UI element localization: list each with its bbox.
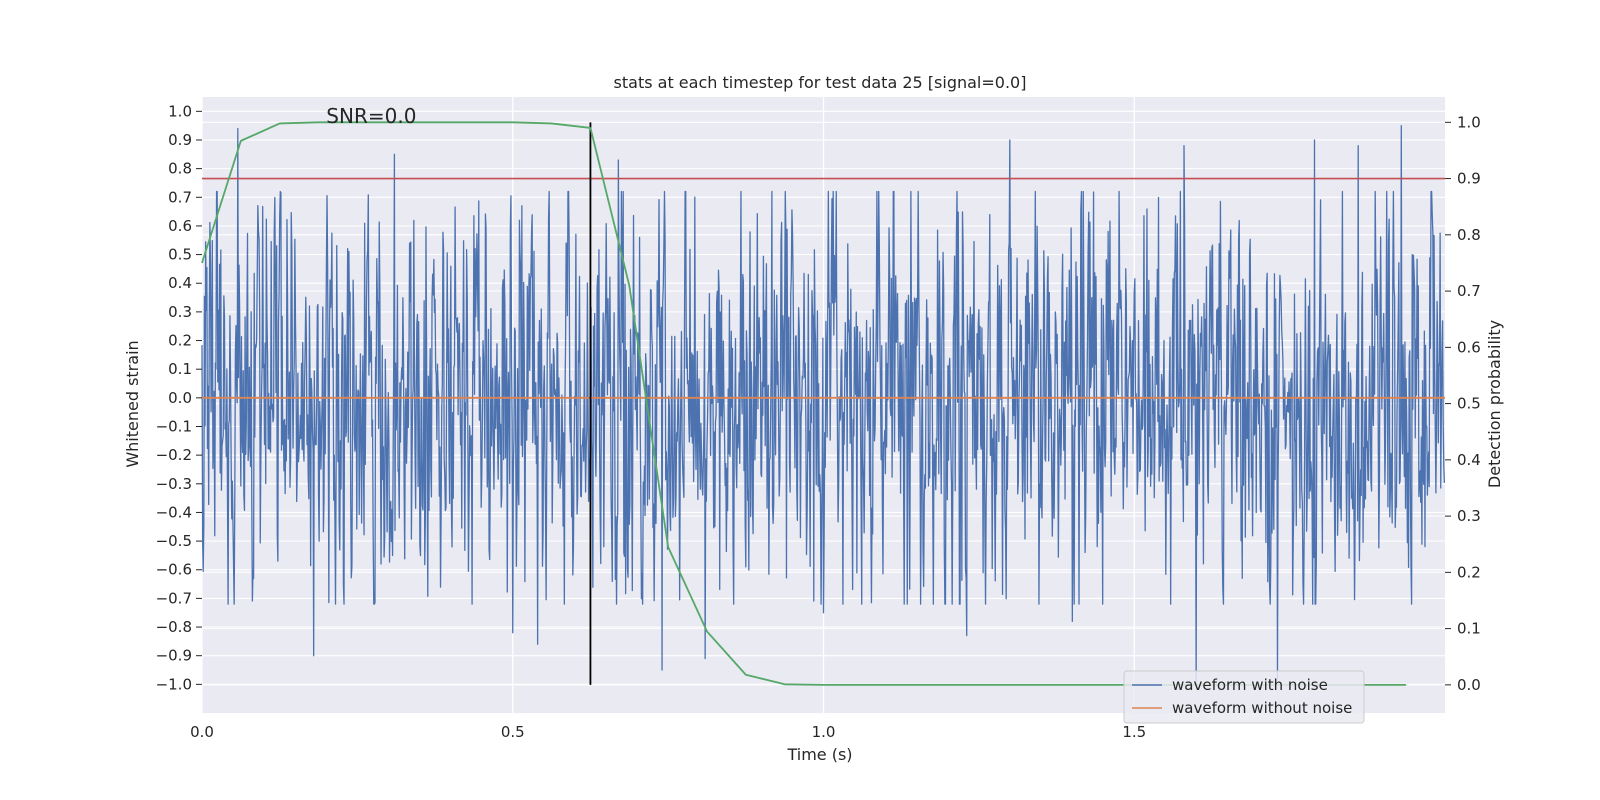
y-tick-label: −0.9: [156, 647, 192, 665]
y-tick-label: −0.1: [156, 417, 192, 435]
y2-tick-label: 0.8: [1457, 226, 1481, 244]
snr-annotation: SNR=0.0: [326, 104, 416, 128]
y2-tick-label: 0.1: [1457, 620, 1481, 638]
chart-title: stats at each timestep for test data 25 …: [614, 73, 1027, 92]
y2-tick-label: 0.3: [1457, 507, 1481, 525]
y-axis-label: Whitened strain: [123, 340, 142, 467]
y-tick-label: 0.4: [168, 274, 192, 292]
y-tick-label: −0.5: [156, 532, 192, 550]
y2-axis-label: Detection probability: [1485, 320, 1504, 488]
y-tick-label: 0.1: [168, 360, 192, 378]
y2-tick-label: 0.7: [1457, 282, 1481, 300]
y-tick-label: 0.7: [168, 188, 192, 206]
y2-tick-label: 0.2: [1457, 563, 1481, 581]
y-tick-label: 0.9: [168, 131, 192, 149]
y-tick-label: −0.3: [156, 475, 192, 493]
y-tick-label: −0.4: [156, 503, 192, 521]
y2-tick-label: 1.0: [1457, 113, 1481, 131]
legend-label-noisy: waveform with noise: [1172, 676, 1328, 694]
y-tick-label: 0.3: [168, 303, 192, 321]
x-tick-label: 0.5: [501, 723, 525, 741]
y2-tick-label: 0.9: [1457, 170, 1481, 188]
y2-tick-label: 0.4: [1457, 451, 1481, 469]
y-tick-label: −0.8: [156, 618, 192, 636]
legend-box: [1123, 670, 1365, 724]
y2-tick-label: 0.0: [1457, 676, 1481, 694]
y-tick-label: −0.2: [156, 446, 192, 464]
legend: waveform with noise waveform without noi…: [1123, 670, 1365, 724]
noisy-waveform-line: [201, 125, 1446, 685]
y-tick-label: 0.2: [168, 332, 192, 350]
y-tick-label: 0.8: [168, 160, 192, 178]
y-tick-label: 1.0: [168, 102, 192, 120]
y-tick-label: −0.6: [156, 561, 192, 579]
x-tick-label: 1.5: [1122, 723, 1146, 741]
y2-tick-label: 0.6: [1457, 338, 1481, 356]
y-tick-label: 0.6: [168, 217, 192, 235]
y-tick-label: −0.7: [156, 589, 192, 607]
y-tick-label: 0.0: [168, 389, 192, 407]
y2-tick-label: 0.5: [1457, 395, 1481, 413]
x-axis-label: Time (s): [786, 745, 852, 764]
x-tick-label: 1.0: [812, 723, 836, 741]
legend-label-clean: waveform without noise: [1172, 699, 1352, 717]
y-tick-label: −1.0: [156, 675, 192, 693]
y-tick-label: 0.5: [168, 246, 192, 264]
x-tick-label: 0.0: [190, 723, 214, 741]
